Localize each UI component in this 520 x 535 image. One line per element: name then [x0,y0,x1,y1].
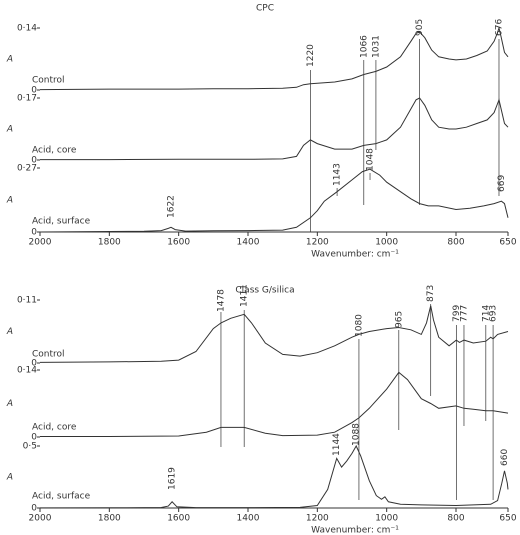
y-tick-label: 0 [31,228,37,238]
chart-title: CPC [256,4,274,14]
y-tick-label: 0 [31,359,37,369]
peak-label: 1088 [352,423,362,446]
peak-label: 905 [415,19,425,36]
peak-label: 669 [497,175,507,192]
series-name: Acid, core [32,423,77,433]
x-tick-label: 1200 [306,238,329,248]
peak-label: 660 [500,449,510,466]
x-tick-label: 1800 [98,514,121,524]
series-name: Acid, surface [32,492,91,502]
spectrum-line [40,97,509,161]
x-tick-label: 1000 [375,514,398,524]
y-tick-label: 0·14 [17,24,37,34]
x-tick-label: 2000 [29,238,52,248]
y-tick-label: 0 [31,504,37,514]
peak-label: 676 [494,19,504,36]
y-tick-label: 0·27 [17,164,37,174]
peak-label: 873 [426,285,436,302]
peak-label: 965 [394,311,404,328]
x-tick-label: 1000 [375,238,398,248]
x-axis-label: Wavenumber: cm⁻¹ [311,526,399,535]
series-name: Acid, surface [32,217,91,227]
x-tick-label: 650 [499,514,516,524]
spectrum-line [39,26,509,91]
y-tick-label: 0·11 [17,296,37,306]
y-axis-label: A [6,399,13,409]
spectrum-line [40,371,509,437]
y-tick-label: 0 [31,86,37,96]
peak-label: 1144 [332,433,342,456]
y-axis-label: A [6,55,13,65]
y-axis-label: A [6,196,13,206]
peak-label: 1080 [354,314,364,337]
x-tick-label: 1600 [167,514,190,524]
x-tick-label: 1200 [306,514,329,524]
y-tick-label: 0·17 [17,94,37,104]
peak-label: 799 [452,305,462,322]
y-axis-label: A [6,473,13,483]
series-name: Control [32,76,65,86]
peak-label: 1066 [359,35,369,58]
x-tick-label: 1400 [237,514,260,524]
peak-label: 1143 [333,163,343,186]
x-tick-label: 1600 [167,238,190,248]
x-tick-label: 2000 [29,514,52,524]
y-axis-label: A [6,327,13,337]
y-tick-label: 0 [31,156,37,166]
peak-label: 1031 [371,35,381,58]
spectrum-line [39,168,509,233]
peak-label: 1619 [168,467,178,490]
peak-label: 1411 [240,284,250,307]
peak-label: 777 [459,305,469,322]
x-tick-label: 650 [499,238,516,248]
x-axis-label: Wavenumber: cm⁻¹ [311,250,399,260]
x-tick-label: 1400 [237,238,260,248]
peak-label: 1220 [306,44,316,67]
x-tick-label: 800 [447,238,464,248]
y-tick-label: 0·14 [17,366,37,376]
chart-title: Class G/silica [235,286,294,296]
peak-label: 1622 [167,195,177,218]
series-name: Control [32,350,65,360]
x-tick-label: 1800 [98,238,121,248]
x-tick-label: 800 [447,514,464,524]
y-axis-label: A [6,125,13,135]
peak-label: 693 [489,305,499,322]
y-tick-label: 0·5 [23,442,37,452]
peak-label: 1478 [216,289,226,312]
spectrum-line [39,305,509,363]
spectrum-line [39,444,509,509]
series-name: Acid, core [32,146,77,156]
y-tick-label: 0 [31,433,37,443]
peak-label: 1048 [366,148,376,171]
peak-label: 714 [481,305,491,322]
